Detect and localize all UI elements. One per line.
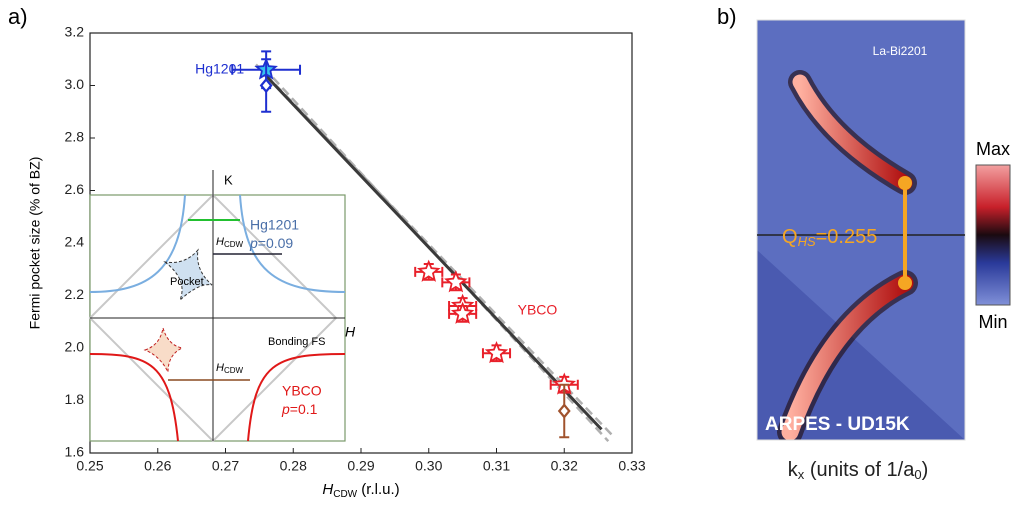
sample-label: La-Bi2201: [873, 44, 928, 58]
y-tick-label: 1.8: [65, 391, 85, 407]
x-tick-label: 0.27: [212, 458, 239, 474]
x-tick-label: 0.32: [551, 458, 578, 474]
y-tick-label: 3.2: [65, 24, 85, 40]
doping-label: p=0.09: [249, 235, 293, 251]
y-tick-label: 1.6: [65, 444, 85, 460]
series-label: YBCO: [518, 302, 558, 318]
star-marker: [487, 343, 506, 361]
y-tick-label: 2.8: [65, 129, 85, 145]
y-axis-title: Fermi pocket size (% of BZ): [27, 157, 43, 330]
x-tick-label: 0.33: [618, 458, 645, 474]
x-axis-title: kx (units of 1/a0): [788, 459, 928, 482]
y-tick-label: 2.4: [65, 234, 85, 250]
diamond-marker: [559, 405, 569, 417]
x-tick-label: 0.28: [280, 458, 307, 474]
y-tick-label: 2.6: [65, 181, 85, 197]
x-tick-label: 0.29: [347, 458, 374, 474]
compound-label: YBCO: [282, 383, 322, 399]
vector-end: [898, 176, 912, 190]
colorbar-label: Min: [978, 312, 1007, 332]
axis-label: K: [224, 172, 233, 187]
panel-label: b): [717, 4, 737, 29]
q-label: QHS=0.255: [782, 226, 877, 249]
compound-label: Hg1201: [250, 217, 299, 233]
series-label: Hg1201: [195, 60, 244, 76]
axis-label: H: [345, 324, 356, 340]
pocket-label: Pocket: [170, 276, 204, 288]
colorbar-label: Max: [976, 139, 1010, 159]
arpes-panel: La-Bi2201 QHS=0.255 ARPES - UD15K kx (un…: [757, 20, 1010, 482]
x-axis-title: HCDW (r.l.u.): [322, 481, 399, 500]
star-marker: [446, 272, 465, 290]
x-tick-label: 0.31: [483, 458, 510, 474]
y-tick-label: 3.0: [65, 76, 85, 92]
x-axis-title-part: H: [322, 481, 333, 498]
vector-end: [898, 276, 912, 290]
method-label: ARPES - UD15K: [765, 414, 910, 435]
star-marker: [419, 262, 438, 280]
x-tick-label: 0.25: [76, 458, 103, 474]
x-tick-label: 0.26: [144, 458, 171, 474]
doping-label: p=0.1: [281, 401, 318, 417]
x-axis-title-part: (r.l.u.): [357, 481, 400, 498]
colorbar: [976, 165, 1010, 305]
x-axis-title-part: CDW: [333, 489, 357, 500]
inset: K H Hg1201 p=0.09 HCDW Pocket Bonding FS…: [90, 170, 356, 441]
bonding-label: Bonding FS: [268, 336, 325, 348]
figure: a) b) 0.25 0.26 0.27 0.28 0.29 0.30 0.31 0.32 0.…: [0, 0, 1022, 508]
panel-label: a): [8, 4, 28, 29]
y-tick-label: 2.0: [65, 339, 85, 355]
y-tick-label: 2.2: [65, 286, 85, 302]
x-tick-label: 0.30: [415, 458, 442, 474]
